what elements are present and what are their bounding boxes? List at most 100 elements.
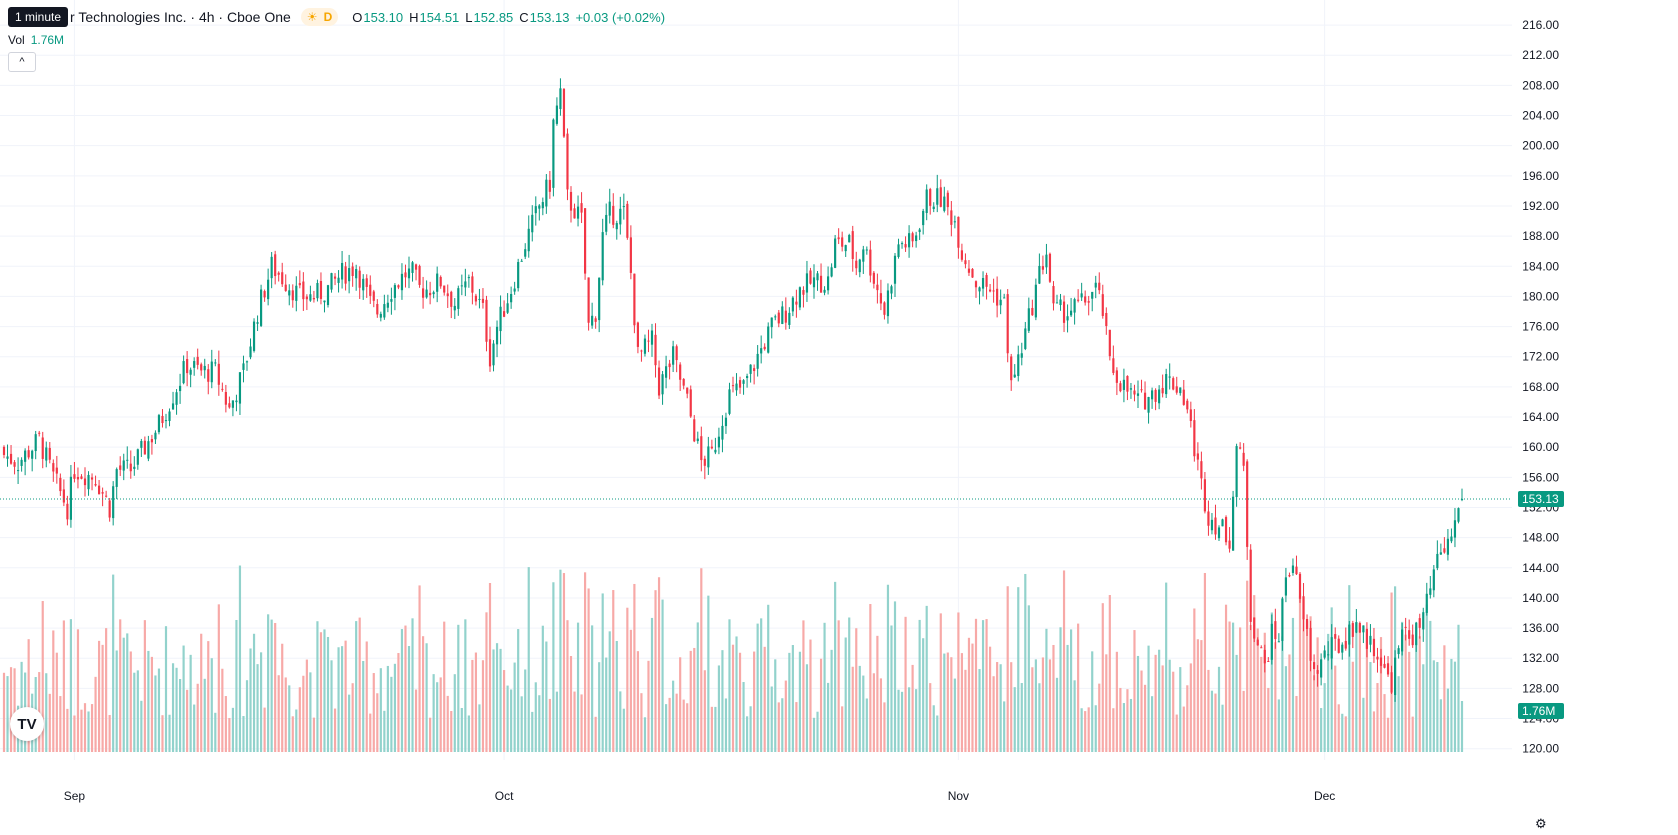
volume-bar — [1422, 664, 1425, 752]
symbol-title[interactable]: r Technologies Inc. · 4h · Cboe One — [70, 9, 291, 25]
volume-bar — [193, 704, 196, 752]
volume-bar — [999, 664, 1002, 752]
tradingview-logo-icon[interactable]: TV — [10, 707, 44, 741]
volume-bar — [238, 565, 242, 752]
candle-body — [1006, 294, 1009, 354]
candle-body — [20, 459, 23, 466]
volume-bar — [1133, 630, 1136, 752]
candle-body — [855, 260, 858, 269]
volume-bar — [1302, 599, 1305, 752]
candle-body — [1302, 596, 1305, 620]
candle-body — [1084, 296, 1087, 303]
open-label: O — [352, 9, 363, 25]
candle-body — [73, 474, 76, 479]
candle-body — [1147, 396, 1150, 413]
candle-body — [80, 476, 83, 479]
candle-body — [1013, 374, 1016, 378]
candle-body — [178, 385, 182, 392]
candle-body — [59, 477, 62, 492]
volume-bar — [1105, 654, 1108, 752]
candle-body — [1133, 390, 1136, 395]
volume-bar — [538, 695, 541, 752]
volume-bar — [1355, 622, 1358, 752]
volume-bar — [583, 572, 587, 752]
volume-bar — [696, 622, 699, 752]
candle-body — [904, 244, 907, 248]
candle-body — [1193, 420, 1196, 457]
candle-body — [879, 293, 883, 304]
volume-bar — [1203, 572, 1207, 752]
volume-bar — [1154, 654, 1157, 752]
volume-bar — [1415, 626, 1418, 752]
candle-body — [566, 133, 569, 190]
volume-bar — [460, 708, 463, 752]
candle-body — [362, 278, 365, 291]
candle-body — [767, 326, 770, 353]
volume-bar — [506, 685, 509, 752]
volume-bar — [1436, 662, 1439, 752]
candle-body — [1010, 356, 1013, 381]
volume-bar — [277, 675, 280, 752]
volume-bar — [1003, 701, 1006, 752]
candle-body — [1453, 520, 1457, 538]
volume-bar — [164, 626, 168, 752]
volume-bar — [594, 716, 597, 752]
candle-body — [791, 297, 794, 312]
volume-bar — [566, 620, 569, 752]
price-axis[interactable]: 216.00 212.00 208.00 204.00 200.00 196.00 192.… — [1522, 18, 1559, 756]
market-status-badges[interactable]: ☀ D — [300, 8, 339, 26]
volume-bar — [1256, 628, 1259, 752]
candle-body — [270, 256, 273, 279]
candle-body — [1235, 446, 1238, 498]
volume-bar — [1376, 683, 1379, 752]
volume-bar — [249, 648, 252, 752]
sun-icon: ☀ — [306, 10, 318, 24]
candle-body — [890, 286, 893, 294]
time-axis[interactable]: SepOctNovDec2026FebMar — [64, 789, 1678, 803]
candle-body — [1323, 650, 1326, 658]
candle-body — [383, 304, 386, 318]
volume-bar — [1401, 621, 1404, 752]
volume-bar — [1309, 616, 1312, 752]
volume-bar — [862, 675, 865, 752]
volume-bar — [883, 702, 886, 752]
candle-body — [830, 267, 833, 277]
settings-gear-icon[interactable]: ⚙ — [1535, 816, 1547, 831]
volume-bar — [439, 677, 442, 752]
candle-body — [763, 346, 766, 350]
collapse-legend-button[interactable]: ^ — [8, 52, 36, 72]
volume-bar — [217, 604, 220, 752]
candle-body — [164, 420, 168, 422]
candle-body — [721, 425, 724, 440]
volume-bar — [1246, 580, 1249, 752]
volume-bar — [900, 691, 904, 752]
price-tick-label: 200.00 — [1522, 139, 1559, 153]
volume-bar — [228, 717, 231, 752]
volume-bar — [129, 651, 132, 752]
candle-body — [760, 348, 763, 354]
volume-bar — [559, 569, 562, 752]
candle-body — [397, 285, 400, 288]
candle-body — [1214, 517, 1217, 535]
volume-bar — [90, 704, 94, 752]
candle-body — [798, 287, 802, 308]
volume-bar — [425, 643, 428, 752]
candle-body — [52, 463, 55, 472]
candle-body — [1277, 641, 1280, 643]
candle-body — [450, 291, 453, 307]
volume-bar — [1182, 706, 1185, 752]
candle-body — [333, 276, 337, 279]
candle-body — [929, 189, 932, 206]
candle-body — [24, 450, 27, 462]
candle-body — [1309, 627, 1312, 661]
candle-body — [1196, 453, 1199, 460]
volume-bar — [1193, 608, 1196, 752]
candle-body — [1344, 640, 1347, 649]
volume-bar — [1274, 642, 1277, 752]
candle-body — [1154, 389, 1157, 402]
candle-body — [1383, 663, 1386, 668]
volume-bar — [932, 705, 935, 752]
candle-body — [1348, 624, 1351, 645]
volume-bar — [414, 689, 418, 752]
